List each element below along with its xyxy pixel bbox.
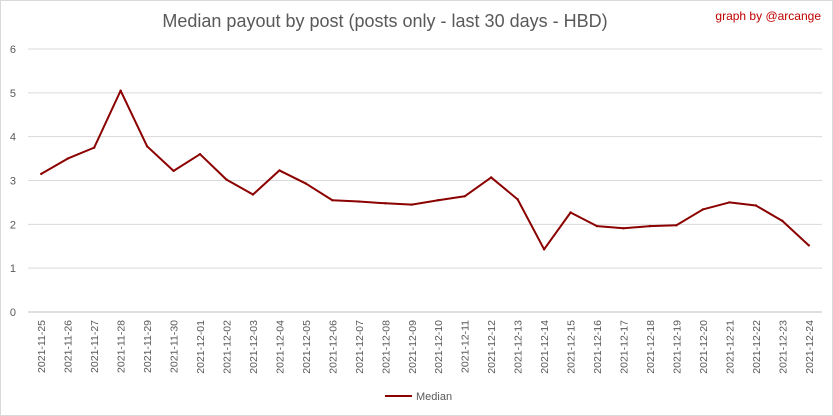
x-tick-label: 2021-11-29 [142,320,154,373]
x-tick-label: 2021-11-26 [63,320,75,373]
data-point [278,169,281,172]
chart-title: Median payout by post (posts only - last… [162,11,608,31]
data-point [410,203,413,206]
x-tick-label: 2021-11-25 [36,320,48,373]
data-point [384,202,387,205]
x-tick-label: 2021-12-20 [698,320,710,374]
data-point [331,199,334,202]
x-tick-label: 2021-12-14 [539,320,551,374]
x-tick-label: 2021-11-30 [169,320,181,373]
y-tick-label: 2 [10,219,16,231]
data-point [701,208,705,211]
data-point [119,89,122,92]
data-point [92,146,96,149]
x-tick-label: 2021-12-03 [248,320,260,374]
data-point [728,201,731,204]
data-point [225,178,228,181]
y-tick-label: 4 [10,132,16,144]
x-tick-label: 2021-12-23 [777,320,789,374]
x-tick-label: 2021-12-16 [592,320,604,374]
y-tick-label: 0 [10,307,16,319]
data-point [357,200,361,203]
x-tick-label: 2021-11-27 [89,320,101,373]
x-tick-label: 2021-12-01 [195,320,207,374]
x-tick-label: 2021-12-10 [433,320,445,374]
x-tick-label: 2021-12-09 [407,320,419,374]
data-point [595,224,599,228]
x-tick-label: 2021-12-07 [354,320,366,374]
y-tick-label: 1 [10,263,16,275]
data-point [675,224,678,227]
y-tick-label: 5 [10,88,16,100]
data-point [489,176,493,179]
data-point [542,248,546,251]
data-point [569,211,572,214]
x-tick-label: 2021-12-02 [222,320,234,374]
x-tick-label: 2021-12-24 [804,320,816,374]
x-tick-label: 2021-12-13 [513,320,525,374]
data-point [66,157,69,160]
data-point [304,182,308,185]
legend: Median [385,391,452,403]
y-tick-label: 6 [10,44,16,56]
data-point [781,219,784,223]
data-point [251,193,255,196]
x-tick-label: 2021-12-05 [301,320,313,374]
y-tick-label: 3 [10,176,16,188]
x-tick-label: 2021-12-21 [724,320,736,374]
x-tick-label: 2021-12-18 [645,320,657,374]
series-line-median [40,89,810,251]
x-tick-label: 2021-12-19 [671,320,683,374]
legend-label: Median [416,391,452,403]
data-point [145,145,149,148]
x-tick-label: 2021-12-08 [380,320,392,374]
x-tick-label: 2021-12-15 [566,320,578,374]
data-point [437,199,440,202]
data-point [463,195,466,198]
y-axis-ticks: 0 1 2 3 4 5 6 [10,44,16,319]
data-point [198,153,202,156]
x-tick-label: 2021-12-22 [751,320,763,374]
data-point [516,198,519,201]
x-axis-ticks: 2021-11-25 2021-11-26 2021-11-27 2021-11-28… [36,320,816,374]
data-point [807,244,810,247]
x-tick-label: 2021-12-12 [486,320,498,374]
data-point [40,172,43,176]
x-tick-label: 2021-12-17 [619,320,631,374]
data-point [648,224,652,228]
data-point [754,204,758,207]
chart-credit: graph by @arcange [715,9,821,23]
x-tick-label: 2021-12-04 [274,320,286,374]
data-point [622,227,625,230]
x-tick-label: 2021-11-28 [116,320,128,373]
data-point [172,169,175,173]
series-group [40,89,810,251]
gridlines [28,48,822,269]
x-tick-label: 2021-12-06 [327,320,339,374]
x-tick-label: 2021-12-11 [460,320,472,373]
